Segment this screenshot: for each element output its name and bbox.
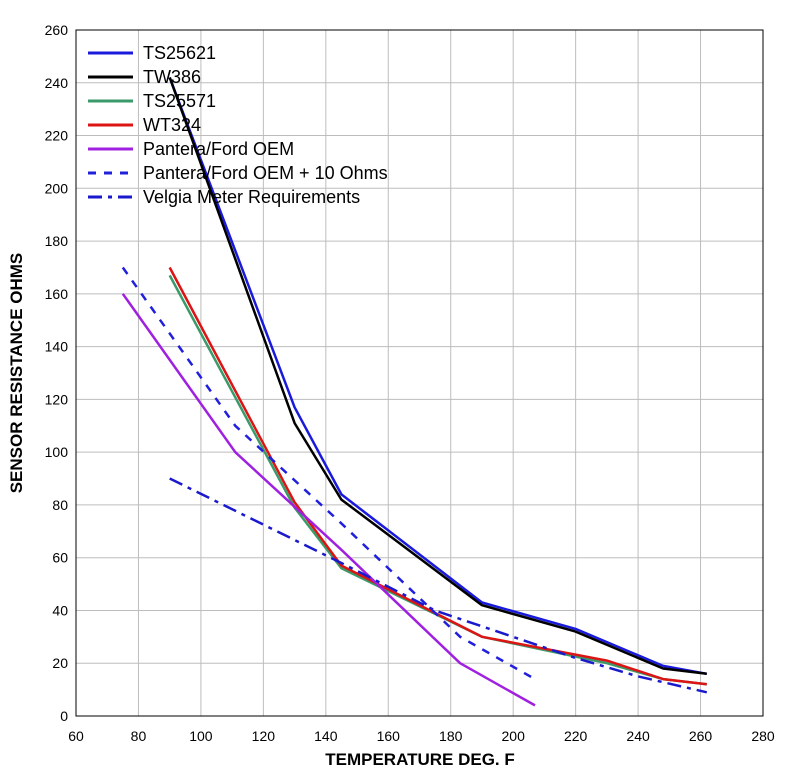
y-tick-label: 240 (45, 75, 69, 91)
series-line-ts25571 (168, 274, 707, 686)
x-tick-label: 60 (68, 728, 84, 744)
x-tick-label: 120 (252, 728, 276, 744)
legend-label-pantera-ford-oem: Pantera/Ford OEM (143, 139, 294, 159)
y-tick-label: 140 (45, 339, 69, 355)
x-tick-label: 240 (626, 728, 650, 744)
series-lines (121, 77, 708, 707)
legend-label-pantera-ford-oem-10-ohms: Pantera/Ford OEM + 10 Ohms (143, 163, 388, 183)
legend-label-ts25621: TS25621 (143, 43, 216, 63)
x-tick-label: 140 (314, 728, 338, 744)
x-tick-label: 260 (689, 728, 713, 744)
x-tick-label: 80 (131, 728, 147, 744)
x-tick-labels: 60 80 100 120 140 160 180 200 220 240 260 280 (68, 728, 775, 744)
legend-label-velgia-meter-requirements: Velgia Meter Requirements (143, 187, 360, 207)
y-tick-label: 200 (45, 180, 69, 196)
series-line-wt324 (168, 266, 707, 686)
series-line-pantera-ford-oem-10-ohms (121, 266, 536, 681)
y-axis-label: SENSOR RESISTANCE OHMS (7, 253, 26, 494)
x-tick-label: 220 (564, 728, 588, 744)
series-line-tw386 (168, 77, 707, 676)
legend-label-tw386: TW386 (143, 67, 201, 87)
series-line-pantera-ford-oem (121, 293, 536, 707)
x-tick-label: 280 (751, 728, 775, 744)
y-tick-label: 0 (60, 708, 68, 724)
y-tick-label: 80 (52, 497, 68, 513)
y-tick-label: 60 (52, 550, 68, 566)
y-tick-label: 20 (52, 655, 68, 671)
x-tick-label: 180 (439, 728, 463, 744)
legend-label-ts25571: TS25571 (143, 91, 216, 111)
legend: TS25621 TW386 TS25571 WT324 Pantera/Ford OEM… (88, 43, 388, 207)
x-tick-label: 200 (502, 728, 526, 744)
y-tick-label: 120 (45, 391, 69, 407)
plot-frame (75, 29, 764, 717)
series-line-velgia-meter-requirements (169, 477, 708, 694)
x-tick-label: 100 (189, 728, 213, 744)
y-tick-label: 220 (45, 128, 69, 144)
y-tick-label: 40 (52, 602, 68, 618)
series-line-ts25621 (168, 77, 708, 676)
y-tick-label: 100 (45, 444, 69, 460)
y-tick-label: 260 (45, 22, 69, 38)
x-axis-label: TEMPERATURE DEG. F (325, 750, 515, 769)
y-tick-label: 160 (45, 286, 69, 302)
y-tick-label: 180 (45, 233, 69, 249)
y-tick-labels: 0 20 40 60 80 100 120 140 160 180 200 220 240 260 (45, 22, 69, 724)
legend-label-wt324: WT324 (143, 115, 201, 135)
x-tick-label: 160 (377, 728, 401, 744)
